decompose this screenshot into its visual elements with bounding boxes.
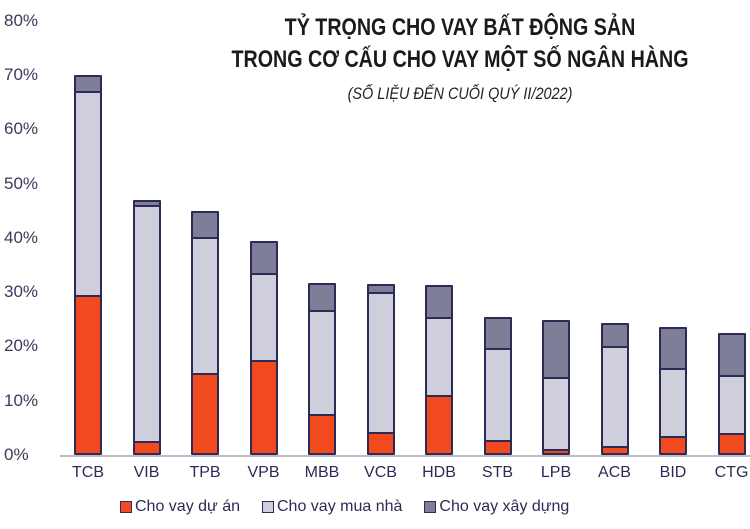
bar-segment xyxy=(602,347,627,448)
bar-tpb xyxy=(191,210,219,455)
bar-segment xyxy=(310,415,334,453)
bar-segment xyxy=(427,287,451,319)
x-axis-line xyxy=(60,455,750,457)
bar-segment xyxy=(134,443,159,453)
y-tick-label: 80% xyxy=(4,10,39,30)
bar-segment xyxy=(134,207,159,444)
bar-bid xyxy=(659,327,687,455)
chart-subtitle: (SỐ LIỆU ĐẾN CUỐI QUÝ II/2022) xyxy=(347,84,573,103)
bar-segment xyxy=(310,284,334,313)
bar-segment xyxy=(251,362,276,453)
legend-item: Cho vay xây dựng xyxy=(424,498,569,516)
bar-segment xyxy=(368,433,393,453)
bar-segment xyxy=(134,201,159,208)
bar-segment xyxy=(368,285,393,294)
bar-segment xyxy=(76,297,100,453)
legend: Cho vay dự án Cho vay mua nhà Cho vay xây … xyxy=(120,498,569,516)
bar-segment xyxy=(544,451,568,453)
bar-ctg xyxy=(717,333,746,455)
legend-label: Cho vay xây dựng xyxy=(439,498,570,515)
y-tick-label: 60% xyxy=(4,119,39,139)
bar-segment xyxy=(719,434,744,453)
legend-swatch-icon xyxy=(424,501,437,513)
bar-segment xyxy=(661,329,685,370)
bar-segment xyxy=(485,350,510,443)
bar-segment xyxy=(661,438,685,453)
bar-tcb xyxy=(74,74,102,455)
x-tick-label: CTG xyxy=(714,464,749,481)
bar-segment xyxy=(544,322,568,380)
x-tick-label: BID xyxy=(659,464,687,481)
x-tick-label: STB xyxy=(481,464,514,481)
x-tick-label: VIB xyxy=(133,464,160,481)
bar-segment xyxy=(193,212,217,240)
bar-segment xyxy=(76,93,100,298)
bar-segment xyxy=(719,335,744,377)
bar-segment xyxy=(310,312,334,416)
y-tick-label: 30% xyxy=(4,282,39,302)
bar-segment xyxy=(427,318,451,398)
y-tick-label: 50% xyxy=(4,173,39,193)
bar-vcb xyxy=(366,283,395,455)
x-tick-label: LPB xyxy=(540,464,572,481)
legend-swatch-icon xyxy=(120,501,132,513)
bar-hdb xyxy=(425,285,453,455)
bar-vib xyxy=(132,199,161,455)
bar-segment xyxy=(544,379,568,452)
bar-stb xyxy=(483,316,512,455)
x-tick-label: TPB xyxy=(189,464,221,481)
bar-segment xyxy=(485,442,510,453)
x-tick-label: ACB xyxy=(598,464,631,481)
bar-segment xyxy=(602,325,627,348)
legend-label: Cho vay mua nhà xyxy=(277,498,403,515)
bar-segment xyxy=(661,369,685,439)
bar-lpb xyxy=(542,320,570,455)
bar-segment xyxy=(251,242,276,275)
y-tick-label: 70% xyxy=(4,64,39,84)
bar-segment xyxy=(251,274,276,363)
y-tick-label: 20% xyxy=(4,336,39,356)
bar-segment xyxy=(485,318,510,351)
x-tick-label: VCB xyxy=(364,464,397,481)
legend-item: Cho vay dự án xyxy=(120,498,240,516)
bar-acb xyxy=(600,323,629,455)
bar-segment xyxy=(602,447,627,453)
y-tick-label: 0% xyxy=(4,445,29,464)
bar-segment xyxy=(193,374,217,453)
bar-segment xyxy=(719,376,744,435)
bar-segment xyxy=(76,76,100,94)
bar-segment xyxy=(193,239,217,375)
x-tick-label: MBB xyxy=(304,464,340,481)
y-tick-label: 40% xyxy=(4,227,39,247)
chart-title-line1: TỶ TRỌNG CHO VAY BẤT ĐỘNG SẢN xyxy=(284,14,636,41)
y-tick-label: 10% xyxy=(4,390,39,410)
bar-segment xyxy=(427,397,451,453)
chart-title-line2: TRONG CƠ CẤU CHO VAY MỘT SỐ NGÂN HÀNG xyxy=(231,46,689,73)
legend-label: Cho vay dự án xyxy=(135,498,240,515)
legend-item: Cho vay mua nhà xyxy=(262,498,402,516)
x-tick-label: VPB xyxy=(247,464,280,481)
x-tick-label: TCB xyxy=(72,464,104,481)
bar-vpb xyxy=(249,240,278,455)
legend-swatch-icon xyxy=(262,501,274,513)
x-tick-label: HDB xyxy=(422,464,456,481)
bar-mbb xyxy=(308,282,336,455)
bar-segment xyxy=(368,293,393,434)
